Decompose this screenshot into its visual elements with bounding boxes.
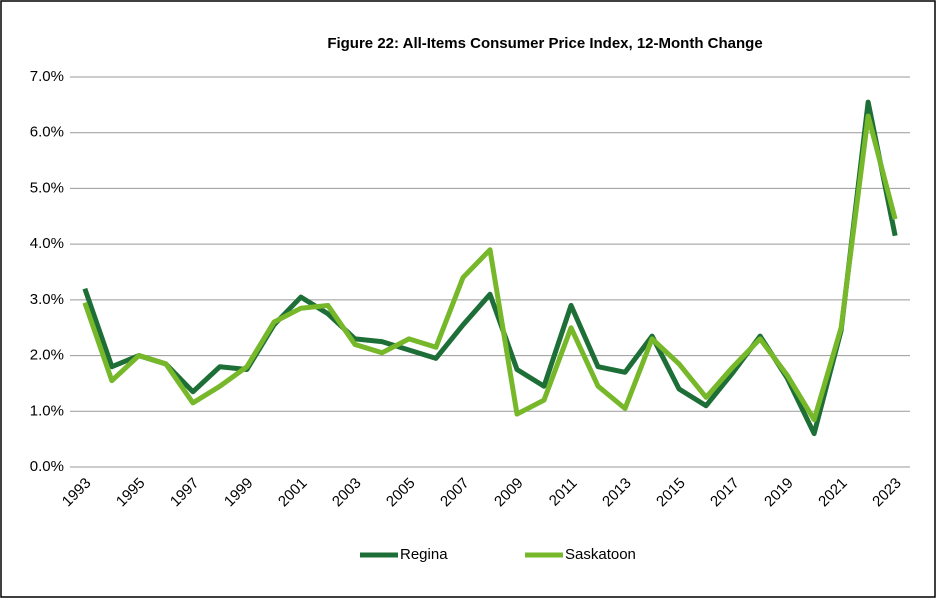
y-tick-label: 5.0% bbox=[30, 179, 64, 196]
y-tick-label: 7.0% bbox=[30, 68, 64, 85]
y-tick-label: 4.0% bbox=[30, 235, 64, 252]
y-tick-label: 3.0% bbox=[30, 291, 64, 308]
line-series bbox=[82, 99, 898, 437]
legend-label: Regina bbox=[400, 546, 448, 563]
y-tick-label: 2.0% bbox=[30, 347, 64, 364]
legend-label: Saskatoon bbox=[565, 546, 636, 563]
y-tick-label: 0.0% bbox=[30, 458, 64, 475]
chart-title: Figure 22: All-Items Consumer Price Inde… bbox=[327, 35, 762, 52]
y-tick-label: 6.0% bbox=[30, 124, 64, 141]
y-tick-label: 1.0% bbox=[30, 402, 64, 419]
line-series bbox=[82, 113, 898, 423]
